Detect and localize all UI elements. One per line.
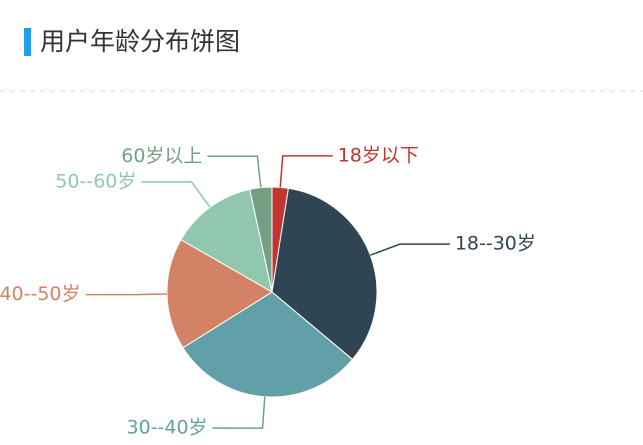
slice-label: 60岁以上 (121, 145, 202, 167)
chart-title: 用户年龄分布饼图 (40, 27, 240, 56)
leader-line (207, 155, 262, 188)
slice-label: 50--60岁 (55, 170, 136, 192)
slice-label: 40--50岁 (0, 283, 81, 305)
leader-line (370, 243, 450, 256)
slice-label: 18--30岁 (455, 233, 536, 255)
leader-line (212, 396, 266, 429)
pie-slice (180, 188, 273, 293)
slice-label: 18岁以下 (338, 144, 419, 166)
pie-slice (166, 239, 273, 349)
leader-line (141, 181, 211, 208)
leader-line (279, 155, 333, 188)
slice-label: 30--40岁 (126, 417, 207, 439)
pie-slice (249, 186, 273, 293)
title-accent (24, 28, 31, 56)
leader-line (85, 293, 168, 296)
